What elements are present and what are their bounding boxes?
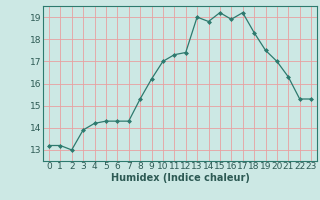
X-axis label: Humidex (Indice chaleur): Humidex (Indice chaleur) [111,173,249,183]
